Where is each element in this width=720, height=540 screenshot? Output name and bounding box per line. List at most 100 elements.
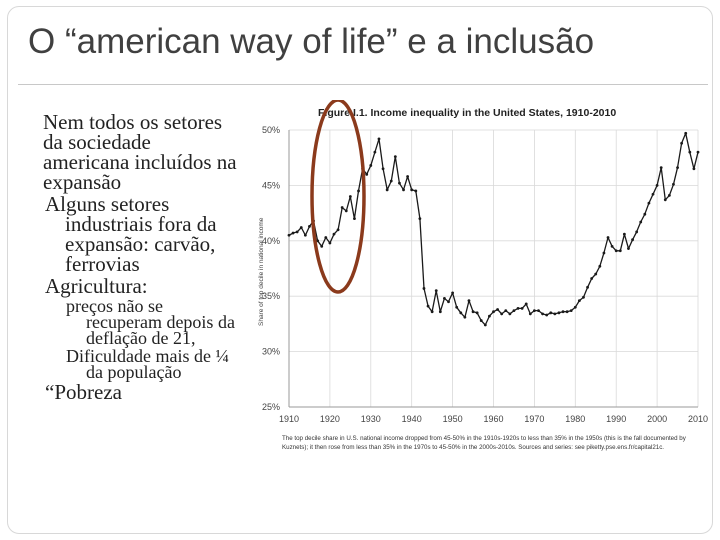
data-point — [430, 310, 434, 314]
data-point — [373, 150, 377, 154]
data-point — [303, 233, 307, 237]
data-point — [586, 285, 589, 289]
data-point — [336, 228, 340, 232]
data-point — [369, 164, 373, 167]
data-point — [627, 247, 630, 250]
bullet-text: Alguns setores industriais fora da expan… — [45, 192, 217, 276]
data-point — [659, 166, 663, 170]
data-point — [348, 195, 352, 198]
x-tick-label: 2010 — [688, 414, 708, 424]
x-tick-label: 2000 — [647, 414, 667, 424]
data-point — [500, 312, 504, 316]
data-point — [663, 198, 667, 202]
data-point — [684, 131, 688, 135]
data-point — [631, 238, 634, 242]
bullet-text: “Pobreza — [45, 380, 122, 404]
data-point — [389, 179, 393, 183]
data-point — [520, 306, 524, 310]
data-point — [512, 309, 516, 313]
chart-caption: The top decile share in U.S. national in… — [282, 435, 687, 451]
data-point — [488, 314, 491, 318]
y-tick-label: 40% — [262, 236, 280, 246]
data-point — [324, 236, 328, 239]
data-point — [651, 192, 655, 196]
data-point — [406, 175, 410, 178]
data-point — [385, 188, 389, 192]
data-point — [291, 231, 295, 235]
data-point — [463, 315, 467, 319]
data-point — [696, 150, 700, 154]
bullet-item: “Pobreza — [20, 380, 242, 404]
data-point — [434, 289, 438, 293]
data-point — [528, 312, 532, 316]
data-point — [365, 172, 369, 176]
bullet-list: Nem todos os setores da sociedade americ… — [20, 110, 242, 404]
slide-title: O “american way of life” e a inclusão — [28, 22, 595, 61]
data-point — [447, 300, 450, 304]
y-tick-label: 25% — [262, 402, 280, 412]
data-point — [549, 311, 553, 315]
data-point — [438, 310, 442, 314]
chart-grid — [288, 129, 699, 408]
title-divider — [18, 84, 708, 85]
x-tick-label: 1970 — [524, 414, 544, 424]
data-point — [443, 297, 446, 300]
x-tick-label: 1910 — [279, 414, 299, 424]
data-point — [647, 201, 651, 205]
data-point — [459, 311, 463, 315]
data-point — [561, 310, 565, 314]
data-point — [402, 188, 405, 192]
data-point — [610, 244, 614, 248]
data-point — [471, 310, 475, 314]
data-point — [496, 308, 499, 311]
income-inequality-chart: Figure I.1. Income inequality in the Uni… — [252, 100, 712, 460]
data-point — [557, 311, 561, 315]
x-tick-label: 1980 — [565, 414, 585, 424]
data-point — [545, 313, 549, 317]
bullet-item: Alguns setores industriais fora da expan… — [20, 192, 242, 276]
chart-series — [287, 131, 700, 327]
data-point — [308, 224, 311, 228]
bullet-text: preços não se recuperam depois da deflaç… — [66, 296, 235, 348]
data-point — [635, 230, 639, 234]
data-point — [357, 189, 360, 193]
data-point — [426, 304, 430, 308]
data-point — [516, 306, 520, 310]
data-point — [573, 305, 577, 309]
highlight-ellipse — [310, 100, 366, 294]
bullet-text: Nem todos os setores da sociedade americ… — [43, 110, 237, 194]
y-tick-label: 35% — [262, 291, 280, 301]
x-tick-label: 1920 — [320, 414, 340, 424]
slide-border — [7, 6, 713, 534]
data-point — [320, 244, 324, 248]
data-point — [590, 277, 594, 280]
bullet-item: Dificuldade mais de ¼ da população — [20, 347, 242, 381]
data-point — [451, 291, 454, 295]
bullet-item: Nem todos os setores da sociedade americ… — [20, 110, 242, 194]
data-point — [393, 155, 397, 158]
data-point — [672, 182, 675, 186]
data-point — [504, 309, 508, 313]
bullet-item: preços não se recuperam depois da deflaç… — [20, 296, 242, 348]
data-point — [483, 323, 487, 327]
data-point — [328, 241, 332, 245]
bullet-item: Agricultura: — [20, 276, 242, 297]
data-point — [381, 167, 385, 171]
y-tick-label: 30% — [262, 347, 280, 357]
data-point — [377, 137, 381, 141]
data-point — [688, 150, 692, 154]
x-tick-label: 1950 — [443, 414, 463, 424]
data-point — [295, 230, 299, 234]
data-point — [614, 249, 618, 253]
y-tick-label: 50% — [262, 125, 280, 135]
data-point — [492, 310, 495, 314]
data-point — [618, 249, 622, 253]
data-point — [541, 312, 544, 316]
data-point — [524, 302, 528, 306]
data-point — [655, 184, 659, 187]
data-point — [344, 209, 348, 213]
data-point — [455, 305, 459, 309]
data-point — [287, 233, 291, 237]
data-point — [537, 309, 540, 313]
